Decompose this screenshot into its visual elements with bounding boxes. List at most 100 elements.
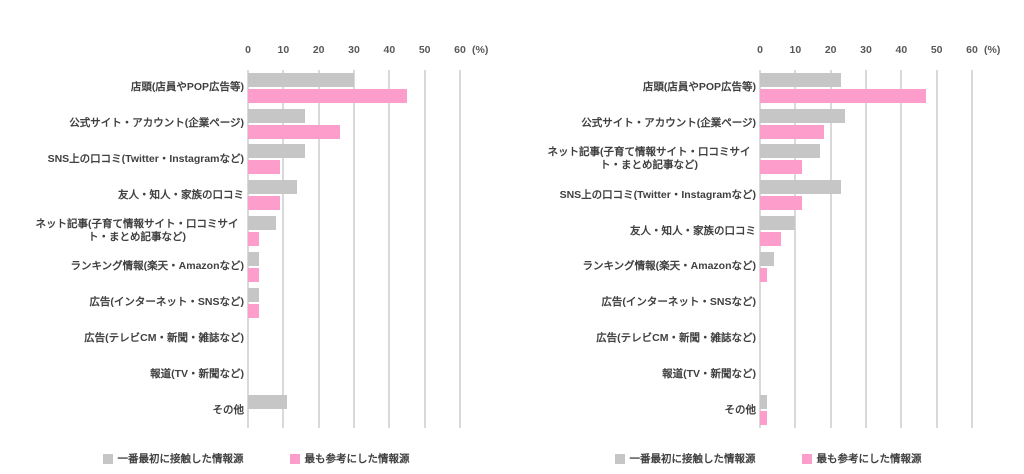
category-label-row: SNS上の口コミ(Twitter・Instagramなど) <box>30 142 244 178</box>
legend-item-most-referenced: 最も参考にした情報源 <box>289 451 410 466</box>
bar-first-touch-source <box>248 108 305 123</box>
category-label: ランキング情報(楽天・Amazonなど) <box>70 260 244 273</box>
bar-first-touch-source <box>760 395 768 410</box>
category-label: 報道(TV・新聞など) <box>662 367 756 380</box>
legend-item-most-referenced: 最も参考にした情報源 <box>801 451 922 466</box>
plot-area <box>759 70 973 428</box>
chart-row <box>760 70 972 106</box>
gridline <box>935 70 938 428</box>
bar-most-referenced-source <box>760 267 768 282</box>
bar-most-referenced-source <box>760 411 768 426</box>
category-label-row: 広告(テレビCM・新聞・雑誌など) <box>30 321 244 357</box>
category-label: ネット記事(子育て情報サイト・口コミサイト・まとめ記事など) <box>547 146 751 172</box>
x-axis-tick-label: 40 <box>383 44 396 56</box>
chart-left-first-and-most-referenced-sources: 0 10 20 30 40 50 60 (%) 店頭(店員やPOP広告等) 公式サイト・アカウン… <box>0 44 512 466</box>
legend-swatch-most-referenced <box>289 453 300 464</box>
gridline <box>794 70 797 428</box>
bar-most-referenced-source <box>760 88 927 103</box>
category-label-row: 店頭(店員やPOP広告等) <box>30 70 244 106</box>
bar-most-referenced-source <box>248 267 259 282</box>
x-axis-tick-label: 40 <box>895 44 908 56</box>
bar-first-touch-source <box>760 72 842 87</box>
bar-most-referenced-source <box>760 196 803 211</box>
category-label-row: 報道(TV・新聞など) <box>30 356 244 392</box>
category-label: 報道(TV・新聞など) <box>150 367 244 380</box>
gridline <box>282 70 285 428</box>
x-axis-tick-label: 30 <box>860 44 872 56</box>
legend-label: 一番最初に接触した情報源 <box>117 453 244 465</box>
category-label: SNS上の口コミ(Twitter・Instagramなど) <box>47 152 244 165</box>
x-axis-ticks: 0 10 20 30 40 50 60 (%) <box>245 44 488 62</box>
category-label: 広告(テレビCM・新聞・雑誌など) <box>596 331 756 344</box>
category-label-row: 広告(インターネット・SNSなど) <box>30 285 244 321</box>
chart-right-first-and-most-referenced-sources: 0 10 20 30 40 50 60 (%) 店頭(店員やPOP広告等) 公式サイト・アカウン… <box>512 0 1024 474</box>
category-label: 公式サイト・アカウント(企業ページ) <box>581 117 756 130</box>
category-label-row: ランキング情報(楽天・Amazonなど) <box>542 249 756 285</box>
gridline <box>388 70 391 428</box>
chart-row <box>248 249 460 285</box>
gridline <box>971 70 973 428</box>
bar-first-touch-source <box>248 287 259 302</box>
x-axis-tick-label: 60 <box>966 44 978 56</box>
chart-row <box>248 70 460 106</box>
chart-row <box>760 249 972 285</box>
category-label: SNS上の口コミ(Twitter・Instagramなど) <box>559 188 756 201</box>
bar-most-referenced-source <box>760 232 782 247</box>
category-label-row: 公式サイト・アカウント(企業ページ) <box>542 106 756 142</box>
category-label: ネット記事(子育て情報サイト・口コミサイト・まとめ記事など) <box>35 217 239 244</box>
chart-row <box>760 177 972 213</box>
category-label: 広告(インターネット・SNSなど) <box>89 296 244 309</box>
chart-row <box>760 142 972 178</box>
bar-most-referenced-source <box>248 124 340 139</box>
category-label: その他 <box>212 403 245 416</box>
bar-first-touch-source <box>248 251 259 266</box>
category-label-row: 友人・知人・家族の口コミ <box>542 213 756 249</box>
x-axis-tick-label: 30 <box>348 44 360 56</box>
bar-most-referenced-source <box>248 88 407 103</box>
x-axis-tick-label: 50 <box>930 44 943 56</box>
category-label-row: 友人・知人・家族の口コミ <box>30 177 244 213</box>
legend-label: 最も参考にした情報源 <box>304 453 410 465</box>
category-label-row: 公式サイト・アカウント(企業ページ) <box>30 106 244 142</box>
x-axis-tick-label: 20 <box>312 44 325 56</box>
category-label: ランキング情報(楽天・Amazonなど) <box>582 260 756 273</box>
category-label: 店頭(店員やPOP広告等) <box>130 81 244 94</box>
chart-legend: 一番最初に接触した情報源 最も参考にした情報源 <box>512 451 1024 466</box>
x-axis-ticks: 0 10 20 30 40 50 60 (%) <box>757 44 1000 62</box>
bar-first-touch-source <box>248 72 354 87</box>
x-axis-tick-label: 20 <box>824 44 837 56</box>
bar-most-referenced-source <box>248 160 280 175</box>
category-label-row: ネット記事(子育て情報サイト・口コミサイト・まとめ記事など) <box>542 142 756 178</box>
category-label-row: その他 <box>542 392 757 428</box>
chart-row <box>760 106 972 142</box>
bar-rows <box>248 70 460 428</box>
category-label-row: その他 <box>30 392 245 428</box>
chart-row <box>248 142 460 178</box>
legend-item-first-touch: 一番最初に接触した情報源 <box>614 451 756 466</box>
gridline <box>829 70 832 428</box>
category-label-row: 報道(TV・新聞など) <box>542 356 756 392</box>
category-label: 広告(インターネット・SNSなど) <box>601 296 756 309</box>
gridline <box>459 70 461 428</box>
legend-label: 最も参考にした情報源 <box>816 453 922 465</box>
category-label-row: 広告(インターネット・SNSなど) <box>542 285 756 321</box>
legend-label: 一番最初に接触した情報源 <box>629 453 756 465</box>
x-axis-tick-label: 50 <box>418 44 431 56</box>
gridline <box>247 70 249 428</box>
bar-most-referenced-source <box>760 160 803 175</box>
bar-first-touch-source <box>760 108 845 123</box>
x-axis-tick-label: 0 <box>245 44 251 56</box>
category-axis-labels: 店頭(店員やPOP広告等) 公式サイト・アカウント(企業ページ) SNS上の口コミ(… <box>30 70 245 428</box>
chart-row <box>248 285 460 321</box>
legend-swatch-most-referenced <box>801 453 812 464</box>
gridline <box>353 70 355 428</box>
category-label: 店頭(店員やPOP広告等) <box>642 81 756 94</box>
chart-row <box>248 106 460 142</box>
bar-most-referenced-source <box>248 196 280 211</box>
chart-row <box>248 213 460 249</box>
chart-legend: 一番最初に接触した情報源 最も参考にした情報源 <box>0 451 512 466</box>
bar-first-touch-source <box>248 180 298 195</box>
category-label: 広告(テレビCM・新聞・雑誌など) <box>84 331 244 344</box>
gridline <box>759 70 761 428</box>
category-label: 友人・知人・家族の口コミ <box>630 224 756 237</box>
